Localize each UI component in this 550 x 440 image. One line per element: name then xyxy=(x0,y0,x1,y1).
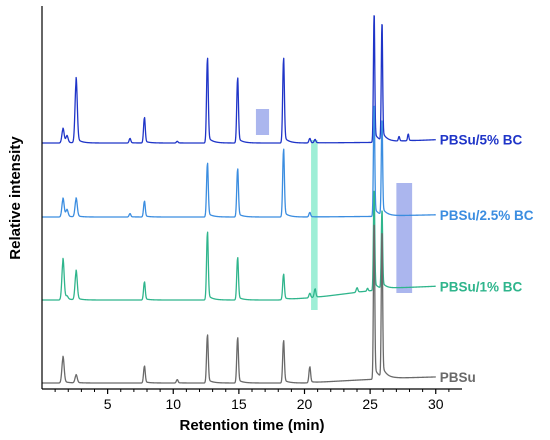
series-line-pbsu-1-bc xyxy=(41,190,437,301)
x-axis-title: Retention time (min) xyxy=(180,417,325,434)
highlight-band-2 xyxy=(311,140,318,310)
series-layer xyxy=(41,15,437,384)
series-label-pbsu-2-5-bc: PBSu/2.5% BC xyxy=(440,208,534,223)
series-label-pbsu-5-bc: PBSu/5% BC xyxy=(440,133,523,148)
series-label-pbsu: PBSu xyxy=(440,370,476,385)
x-tick-label-15: 15 xyxy=(231,396,247,412)
x-tick-label-25: 25 xyxy=(362,396,378,412)
highlight-band-3 xyxy=(396,183,413,293)
y-axis-title: Relative intensity xyxy=(7,136,24,260)
series-line-pbsu-5-bc xyxy=(41,15,437,144)
tick-layer: 5 10 15 20 25 30 xyxy=(54,389,450,412)
series-line-pbsu xyxy=(41,224,437,384)
series-label-pbsu-1-bc: PBSu/1% BC xyxy=(440,279,523,294)
x-tick-label-30: 30 xyxy=(428,396,444,412)
x-tick-label-10: 10 xyxy=(165,396,181,412)
label-layer: PBSu/5% BC PBSu/2.5% BC PBSu/1% BC PBSu xyxy=(440,133,534,385)
highlight-band-1 xyxy=(255,109,270,135)
series-line-pbsu-2-5-bc xyxy=(41,105,437,218)
highlight-layer xyxy=(255,109,413,310)
x-tick-label-5: 5 xyxy=(104,396,112,412)
x-tick-label-20: 20 xyxy=(297,396,313,412)
